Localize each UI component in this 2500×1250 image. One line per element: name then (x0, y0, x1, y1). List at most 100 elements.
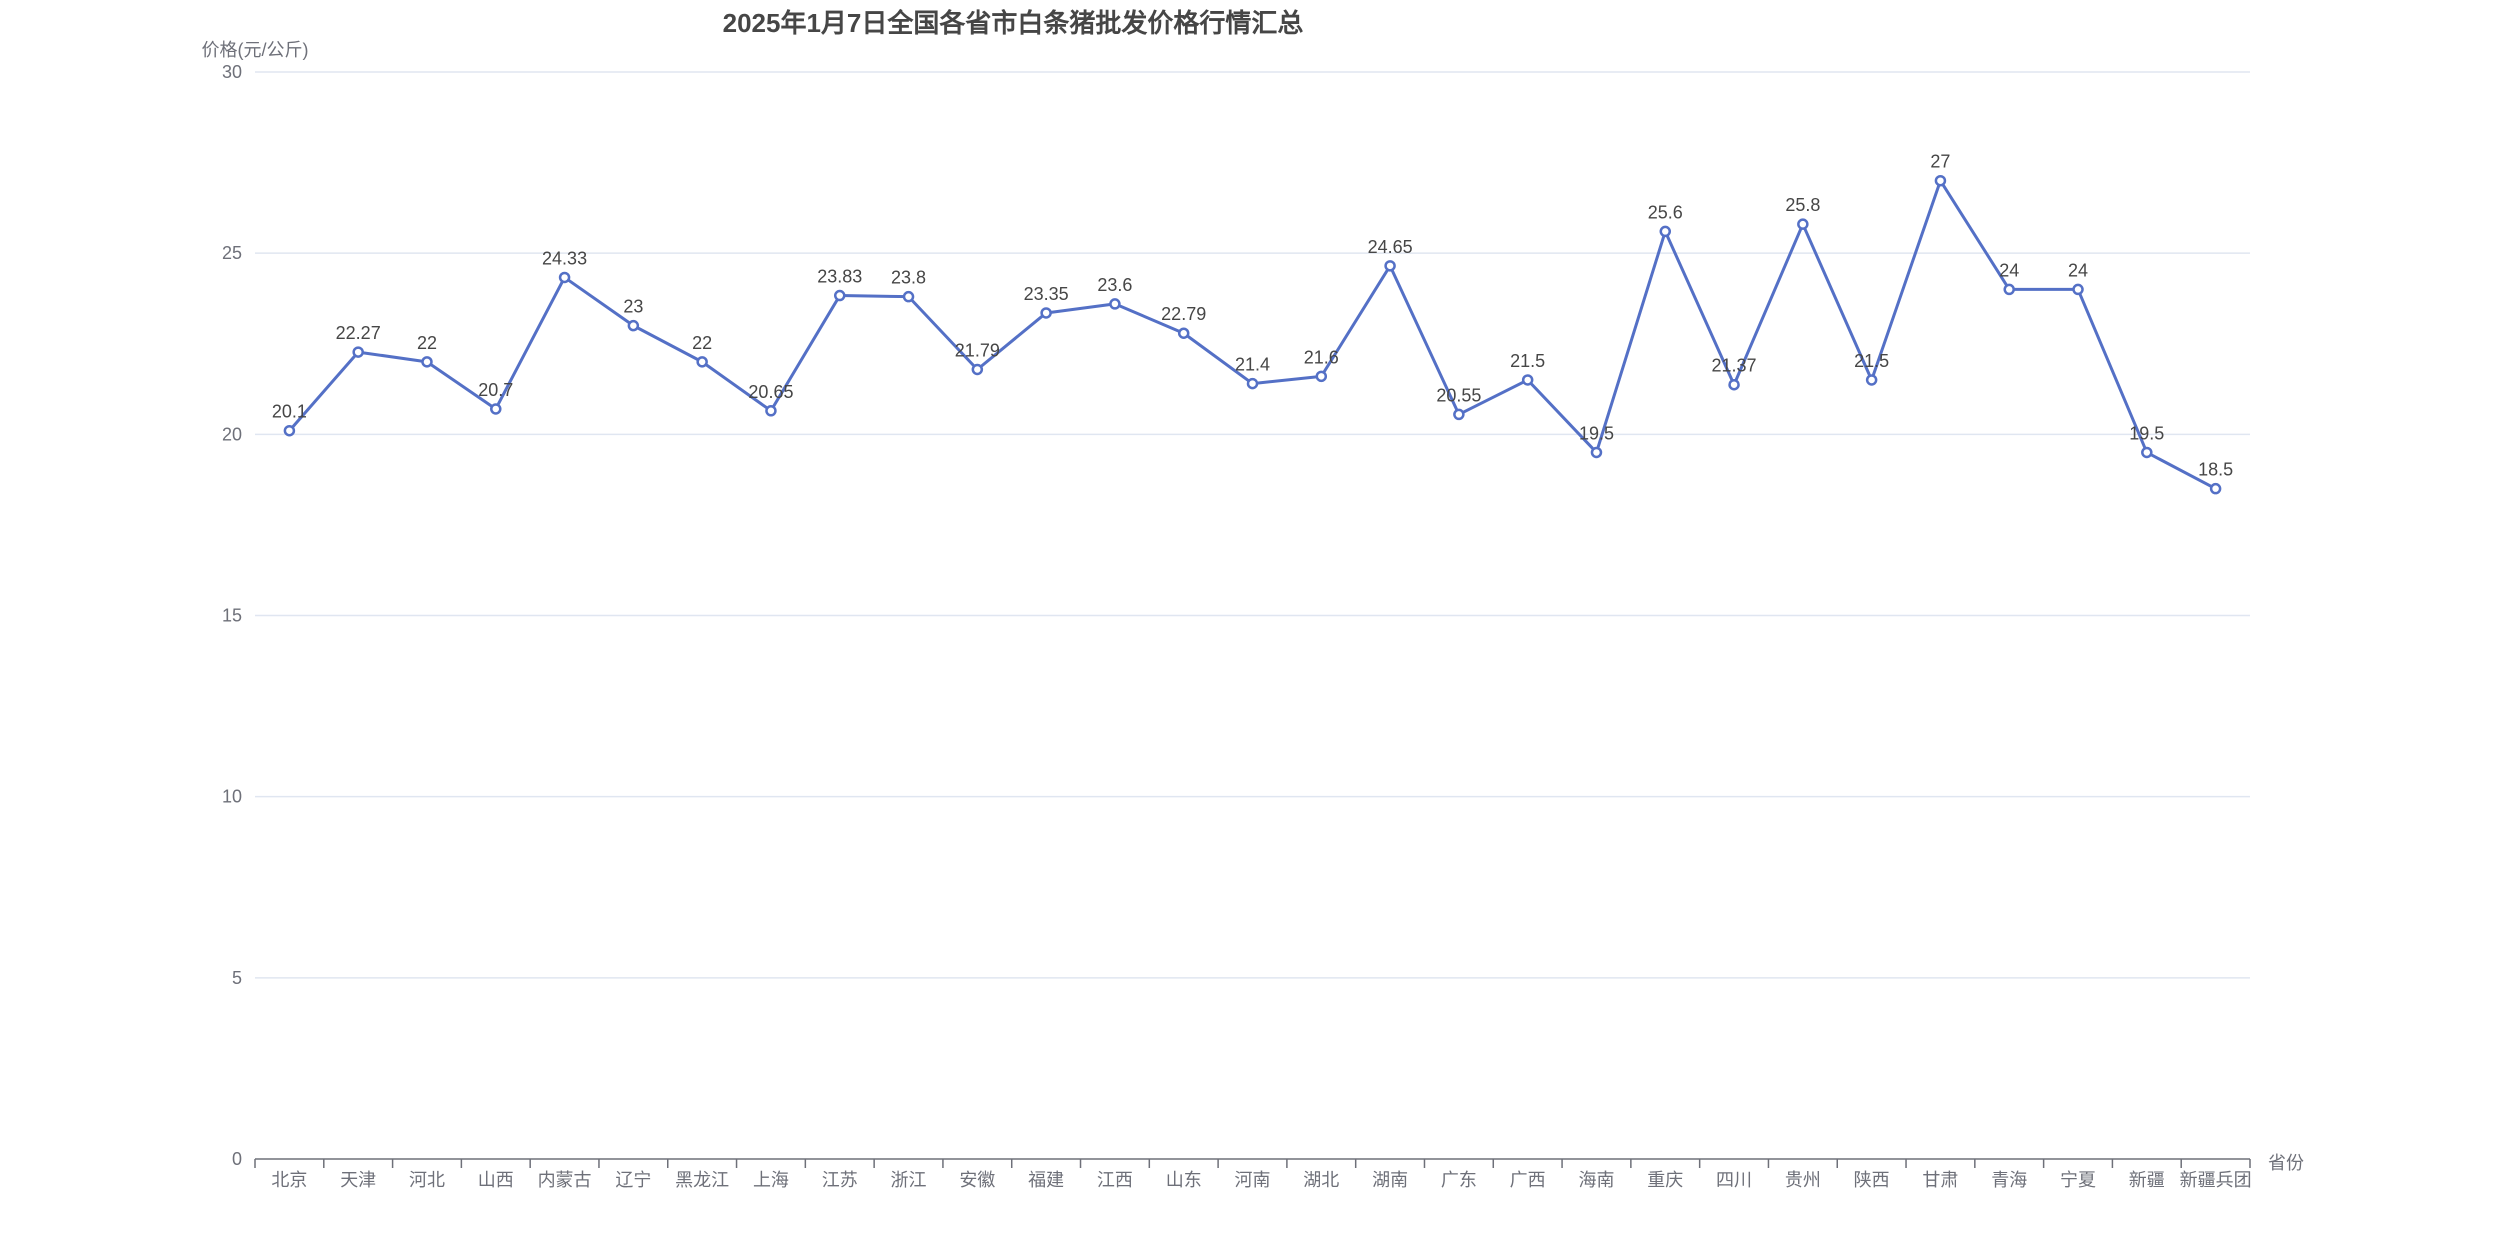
y-tick-label: 0 (232, 1149, 242, 1169)
data-point-label: 21.5 (1854, 351, 1889, 371)
data-point-label: 19.5 (1579, 423, 1614, 443)
x-category-label: 新疆兵团 (2180, 1170, 2252, 1190)
data-point-marker (2072, 283, 2084, 296)
y-tick-label: 25 (222, 243, 242, 263)
x-category-label: 江苏 (822, 1170, 858, 1190)
data-point-marker (558, 271, 571, 284)
data-point-label: 20.55 (1436, 385, 1481, 405)
data-point-marker (2141, 446, 2153, 459)
data-point-marker (283, 424, 296, 437)
data-point-marker (1728, 378, 1740, 391)
y-tick-label: 30 (222, 62, 242, 82)
data-point-label: 20.1 (272, 402, 307, 422)
data-point-label: 24 (2068, 260, 2088, 280)
data-point-marker (1521, 374, 1534, 386)
data-point-label: 21.79 (955, 340, 1000, 360)
x-category-label: 福建 (1028, 1170, 1064, 1190)
x-category-label: 湖南 (1372, 1170, 1408, 1190)
x-category-label: 安徽 (959, 1170, 995, 1190)
price-line (287, 179, 2218, 491)
x-category-label: 上海 (753, 1170, 789, 1190)
data-point-label: 23.35 (1024, 284, 1069, 304)
data-point-label: 24.65 (1368, 237, 1413, 257)
x-category-label: 四川 (1716, 1170, 1752, 1190)
data-point-marker (902, 290, 915, 303)
x-category-label: 浙江 (891, 1170, 927, 1190)
data-point-label: 25.6 (1648, 202, 1683, 222)
x-category-label: 甘肃 (1922, 1170, 1958, 1190)
data-point-marker (421, 356, 433, 368)
data-point-marker (1177, 327, 1190, 339)
x-category-label: 广东 (1441, 1170, 1477, 1190)
data-point-marker (765, 405, 777, 417)
data-point-label: 19.5 (2129, 423, 2164, 443)
x-category-label: 河北 (409, 1170, 445, 1190)
x-category-label: 湖北 (1303, 1170, 1339, 1190)
x-category-label: 江西 (1097, 1170, 1133, 1190)
data-point-marker (490, 403, 502, 415)
data-point-label: 24.33 (542, 248, 587, 268)
x-category-label: 陕西 (1854, 1170, 1890, 1190)
data-point-marker (1246, 377, 1259, 390)
data-point-marker (1934, 174, 1947, 187)
x-category-label: 河南 (1235, 1170, 1271, 1190)
data-point-label: 21.6 (1304, 347, 1339, 367)
x-axis-name: 省份 (2268, 1153, 2304, 1173)
data-point-label: 22 (417, 333, 437, 353)
data-point-marker (352, 346, 364, 358)
data-point-marker (1384, 260, 1396, 272)
data-point-label: 22 (692, 333, 712, 353)
data-point-label: 27 (1930, 152, 1950, 172)
data-point-label: 23.8 (891, 268, 926, 288)
x-category-label: 内蒙古 (538, 1170, 592, 1190)
data-point-marker (696, 356, 708, 368)
data-point-marker (833, 289, 846, 302)
data-point-label: 18.5 (2198, 460, 2233, 480)
x-category-label: 天津 (340, 1170, 376, 1190)
data-point-marker (1659, 225, 1672, 238)
data-point-label: 20.65 (748, 382, 793, 402)
data-point-marker (2003, 283, 2015, 296)
x-category-label: 山西 (478, 1170, 514, 1190)
x-category-label: 宁夏 (2060, 1170, 2096, 1190)
data-point-marker (1590, 446, 1603, 459)
data-point-marker (627, 319, 640, 332)
data-point-label: 22.27 (336, 323, 381, 343)
y-tick-label: 10 (222, 787, 242, 807)
data-point-marker (1040, 307, 1052, 319)
data-point-label: 25.8 (1785, 195, 1820, 215)
data-point-label: 23.6 (1097, 275, 1132, 295)
x-category-label: 重庆 (1647, 1170, 1683, 1190)
data-point-marker (1797, 218, 1809, 230)
data-point-label: 23 (623, 297, 643, 317)
data-point-marker (971, 363, 984, 376)
x-category-label: 黑龙江 (675, 1170, 729, 1190)
data-point-label: 24 (1999, 260, 2019, 280)
y-tick-label: 5 (232, 968, 242, 988)
data-point-marker (1453, 408, 1465, 421)
x-category-label: 北京 (271, 1170, 307, 1190)
data-point-marker (2209, 482, 2222, 495)
x-category-label: 贵州 (1785, 1170, 1821, 1190)
data-point-label: 20.7 (478, 380, 513, 400)
chart-title: 2025年1月7日全国各省市白条猪批发价格行情汇总 (722, 8, 1304, 38)
data-point-label: 23.83 (817, 267, 862, 287)
x-category-label: 海南 (1578, 1170, 1614, 1190)
y-axis-name: 价格(元/公斤) (201, 40, 309, 60)
x-category-label: 新疆 (2129, 1170, 2165, 1190)
data-point-label: 21.4 (1235, 355, 1270, 375)
data-point-label: 22.79 (1161, 304, 1206, 324)
x-category-label: 辽宁 (615, 1170, 651, 1190)
data-point-marker (1865, 374, 1878, 386)
x-category-label: 广西 (1510, 1170, 1546, 1190)
data-point-label: 21.5 (1510, 351, 1545, 371)
y-tick-label: 20 (222, 424, 242, 444)
data-point-label: 21.37 (1712, 356, 1757, 376)
x-category-label: 青海 (1991, 1170, 2027, 1190)
x-category-label: 山东 (1166, 1170, 1202, 1190)
y-tick-label: 15 (222, 606, 242, 626)
data-point-marker (1109, 298, 1121, 310)
data-point-marker (1315, 370, 1328, 383)
